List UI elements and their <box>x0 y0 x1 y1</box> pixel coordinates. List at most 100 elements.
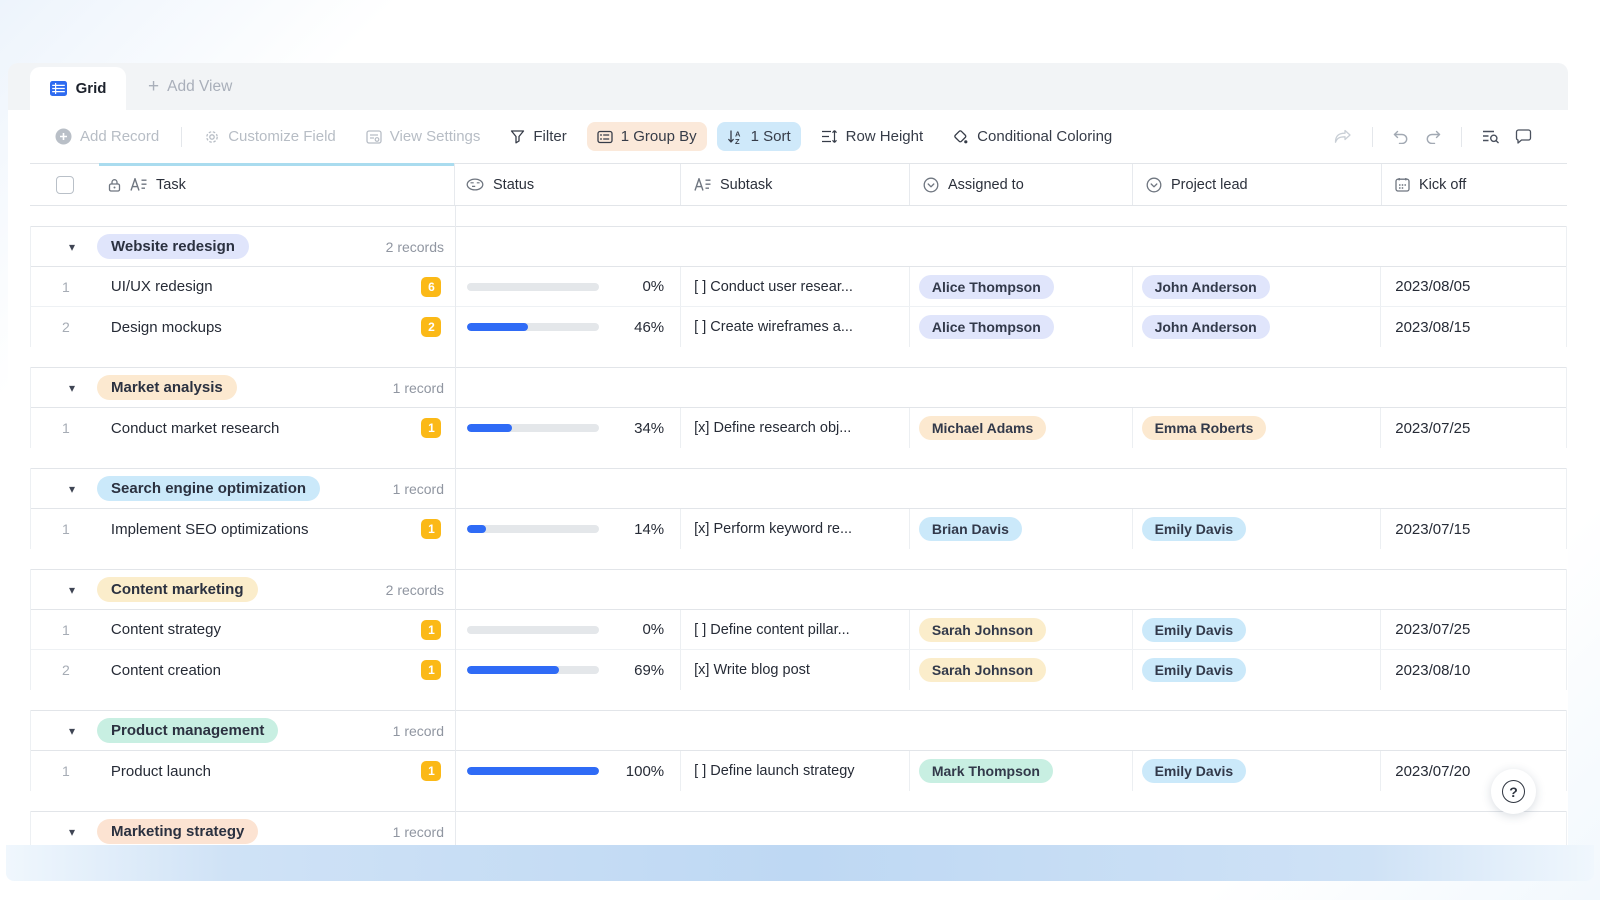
add-record-button[interactable]: Add Record <box>45 122 169 151</box>
collapse-caret-icon[interactable]: ▾ <box>69 824 76 839</box>
task-cell[interactable]: Product launch 1 <box>101 751 456 791</box>
subtask-cell[interactable]: [ ] Conduct user resear... <box>681 267 910 306</box>
kickoff-date-cell[interactable]: 2023/07/25 <box>1395 621 1471 638</box>
task-cell[interactable]: Content strategy 1 <box>101 610 456 649</box>
assigned-to-cell[interactable]: Alice Thompson <box>910 267 1133 306</box>
column-header-subtask[interactable]: Subtask <box>681 164 910 205</box>
row-number: 1 <box>62 420 70 436</box>
calendar-field-icon <box>1395 178 1410 192</box>
status-cell[interactable]: 0% <box>455 267 682 306</box>
assigned-to-cell[interactable]: Sarah Johnson <box>910 650 1133 690</box>
task-cell[interactable]: Implement SEO optimizations 1 <box>101 509 456 549</box>
bottom-gradient-bar <box>6 845 1594 881</box>
grid-view-icon <box>49 81 67 96</box>
column-header-kick-off[interactable]: Kick off <box>1382 164 1567 205</box>
assignee-pill: Michael Adams <box>918 416 1047 440</box>
task-cell[interactable]: Content creation 1 <box>101 650 456 690</box>
status-cell[interactable]: 34% <box>455 408 682 448</box>
project-lead-cell[interactable]: John Anderson <box>1133 307 1382 347</box>
conditional-coloring-button[interactable]: Conditional Coloring <box>943 122 1122 151</box>
filter-icon <box>511 130 525 144</box>
status-cell[interactable]: 69% <box>455 650 682 690</box>
column-header-status[interactable]: Status <box>455 164 681 205</box>
kickoff-date-cell[interactable]: 2023/08/05 <box>1395 278 1471 295</box>
collapse-caret-icon[interactable]: ▾ <box>69 481 76 496</box>
project-lead-cell[interactable]: Emily Davis <box>1133 509 1382 549</box>
status-cell[interactable]: 100% <box>455 751 682 791</box>
subtask-count-badge: 6 <box>421 276 442 297</box>
assigned-to-cell[interactable]: Michael Adams <box>910 408 1133 448</box>
add-view-button[interactable]: + Add View <box>148 63 232 110</box>
row-number-cell[interactable]: 1 <box>31 267 101 306</box>
subtask-cell[interactable]: [ ] Define launch strategy <box>681 751 910 791</box>
subtask-cell[interactable]: [ ] Define content pillar... <box>681 610 910 649</box>
column-label: Status <box>493 176 535 193</box>
progress-percent: 14% <box>634 520 665 538</box>
tab-grid-view[interactable]: Grid <box>30 67 126 110</box>
search-records-button[interactable] <box>1474 123 1507 150</box>
task-cell[interactable]: Conduct market research 1 <box>101 408 456 448</box>
collapse-caret-icon[interactable]: ▾ <box>69 582 76 597</box>
kickoff-date-cell[interactable]: 2023/07/25 <box>1395 419 1471 437</box>
table-row: 1 Conduct market research 1 34% [x] Defi… <box>31 408 1566 448</box>
select-all-checkbox[interactable] <box>56 175 74 194</box>
collapse-caret-icon[interactable]: ▾ <box>69 723 76 738</box>
customize-field-button[interactable]: Customize Field <box>194 122 346 151</box>
row-height-button[interactable]: Row Height <box>811 122 934 151</box>
row-number: 1 <box>62 521 70 537</box>
row-number-cell[interactable]: 1 <box>31 751 101 791</box>
lead-pill: Emily Davis <box>1141 517 1247 541</box>
percent-field-icon <box>466 178 484 191</box>
lead-pill: Emma Roberts <box>1141 416 1267 440</box>
progress-percent: 0% <box>642 278 665 295</box>
project-lead-cell[interactable]: Emily Davis <box>1133 751 1382 791</box>
help-button[interactable]: ? <box>1491 769 1536 814</box>
tab-grid-label: Grid <box>75 80 107 97</box>
kickoff-date-cell[interactable]: 2023/08/15 <box>1395 318 1471 336</box>
column-header-assigned-to[interactable]: Assigned to <box>910 164 1133 205</box>
assigned-to-cell[interactable]: Brian Davis <box>910 509 1133 549</box>
project-lead-cell[interactable]: Emma Roberts <box>1133 408 1382 448</box>
row-height-icon <box>821 130 837 143</box>
project-lead-cell[interactable]: John Anderson <box>1133 267 1382 306</box>
collapse-caret-icon[interactable]: ▾ <box>69 380 76 395</box>
kickoff-date-cell[interactable]: 2023/07/20 <box>1395 762 1471 780</box>
kickoff-date-cell[interactable]: 2023/08/10 <box>1395 661 1471 679</box>
row-number-cell[interactable]: 1 <box>31 610 101 649</box>
share-button[interactable] <box>1326 123 1360 150</box>
assigned-to-cell[interactable]: Sarah Johnson <box>910 610 1133 649</box>
row-number-cell[interactable]: 2 <box>31 650 101 690</box>
project-lead-cell[interactable]: Emily Davis <box>1133 650 1382 690</box>
group-by-button[interactable]: 1 Group By <box>586 122 707 151</box>
view-settings-button[interactable]: View Settings <box>356 122 491 151</box>
row-number-cell[interactable]: 1 <box>31 408 101 448</box>
status-cell[interactable]: 46% <box>455 307 682 347</box>
redo-button[interactable] <box>1417 124 1449 150</box>
row-number-cell[interactable]: 1 <box>31 509 101 549</box>
status-cell[interactable]: 0% <box>455 610 682 649</box>
row-number-cell[interactable]: 2 <box>31 307 101 347</box>
group-header-task-area: ▾ Website redesign 2 records <box>31 234 456 259</box>
column-header-project-lead[interactable]: Project lead <box>1133 164 1382 205</box>
subtask-cell[interactable]: [x] Write blog post <box>681 650 910 690</box>
comments-button[interactable] <box>1507 123 1540 150</box>
collapse-caret-icon[interactable]: ▾ <box>69 239 76 254</box>
subtask-cell[interactable]: [x] Perform keyword re... <box>681 509 910 549</box>
subtask-cell[interactable]: [ ] Create wireframes a... <box>681 307 910 347</box>
group-section: ▾ Content marketing 2 records 1 Content … <box>30 569 1567 690</box>
column-header-task[interactable]: Task <box>99 163 455 205</box>
kickoff-date-cell[interactable]: 2023/07/15 <box>1395 520 1471 538</box>
project-lead-cell[interactable]: Emily Davis <box>1133 610 1382 649</box>
subtask-cell[interactable]: [x] Define research obj... <box>681 408 910 448</box>
undo-button[interactable] <box>1385 124 1417 150</box>
task-cell[interactable]: Design mockups 2 <box>101 307 456 347</box>
status-cell[interactable]: 14% <box>455 509 682 549</box>
assigned-to-cell[interactable]: Alice Thompson <box>910 307 1133 347</box>
assigned-to-cell[interactable]: Mark Thompson <box>910 751 1133 791</box>
task-cell[interactable]: UI/UX redesign 6 <box>101 267 456 306</box>
filter-button[interactable]: Filter <box>500 122 576 151</box>
group-rows: 1 Product launch 1 100% [ ] Define launc… <box>31 751 1566 791</box>
grid-body: ▾ Website redesign 2 records 1 UI/UX red… <box>30 206 1567 845</box>
task-name: UI/UX redesign <box>110 278 213 295</box>
